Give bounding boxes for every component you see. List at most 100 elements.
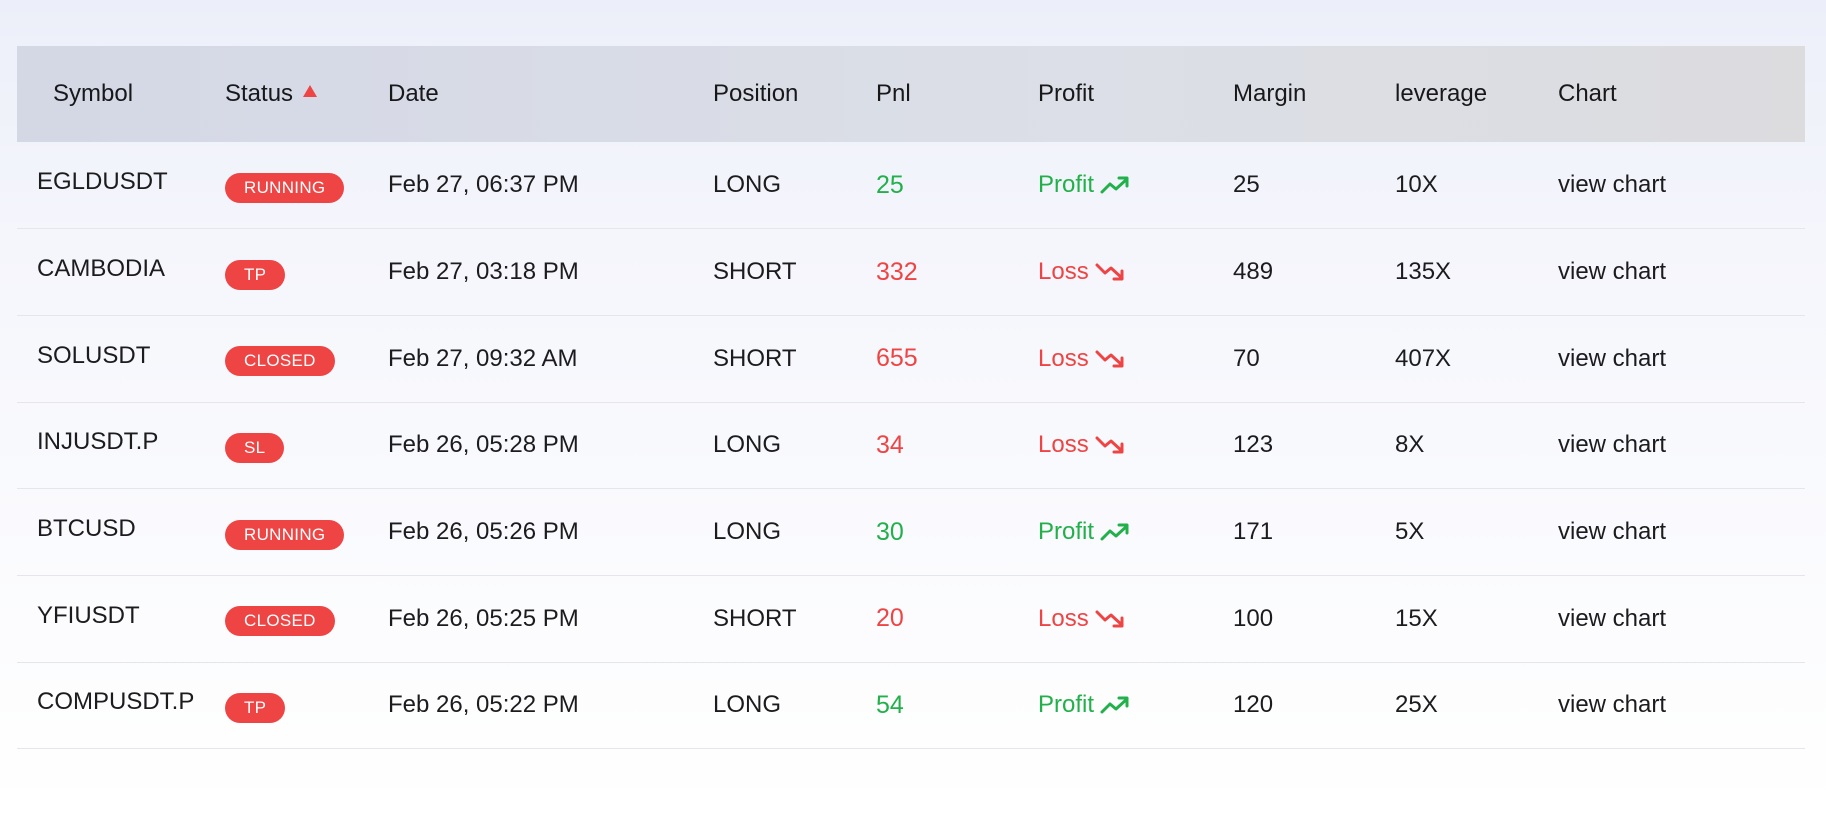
pnl-cell: 34: [876, 430, 904, 459]
profit-cell: Profit: [1038, 489, 1233, 576]
margin-cell: 100: [1233, 604, 1274, 632]
view-chart-link[interactable]: view chart: [1558, 604, 1667, 632]
view-chart-link[interactable]: view chart: [1558, 431, 1667, 459]
column-header-label: Pnl: [876, 80, 911, 107]
position-cell: SHORT: [713, 344, 797, 372]
leverage-cell: 5X: [1395, 518, 1425, 546]
trending-down-icon: [1095, 610, 1124, 628]
table-row: INJUSDT.P SL Feb 26, 05:28 PM LONG 34 Lo…: [17, 402, 1805, 489]
trending-up-icon: [1100, 523, 1129, 541]
margin-cell: 123: [1233, 431, 1274, 459]
leverage-cell: 135X: [1395, 258, 1452, 286]
trades-table: Symbol Status Date Position Pnl Profit M…: [17, 46, 1805, 749]
column-header-leverage[interactable]: leverage: [1395, 46, 1558, 142]
pnl-cell: 25: [876, 170, 904, 199]
symbol-cell: CAMBODIA: [37, 255, 166, 283]
profit-indicator: Loss: [1038, 431, 1125, 459]
status-badge: SL: [225, 432, 285, 463]
table-body: EGLDUSDT RUNNING Feb 27, 06:37 PM LONG 2…: [17, 142, 1805, 749]
profit-cell: Profit: [1038, 142, 1233, 229]
leverage-cell: 25X: [1395, 691, 1438, 719]
status-cell: RUNNING: [225, 142, 388, 229]
chart-cell: view chart: [1558, 229, 1805, 316]
profit-label: Loss: [1038, 344, 1089, 372]
sort-up-icon[interactable]: [303, 85, 318, 97]
profit-indicator: Profit: [1038, 691, 1130, 719]
column-header-date[interactable]: Date: [388, 46, 713, 142]
column-header-label: Chart: [1558, 80, 1617, 107]
status-badge: CLOSED: [225, 346, 335, 377]
status-badge: TP: [225, 692, 286, 723]
position-cell: LONG: [713, 691, 782, 719]
pnl-cell: 655: [876, 344, 918, 373]
column-header-position[interactable]: Position: [713, 46, 876, 142]
profit-indicator: Loss: [1038, 605, 1125, 633]
chart-cell: view chart: [1558, 575, 1805, 662]
position-cell: LONG: [713, 518, 782, 546]
profit-label: Profit: [1038, 518, 1095, 546]
position-cell: LONG: [713, 431, 782, 459]
trending-up-icon: [1100, 696, 1129, 714]
view-chart-link[interactable]: view chart: [1558, 344, 1667, 372]
table-row: CAMBODIA TP Feb 27, 03:18 PM SHORT 332 L…: [17, 229, 1805, 316]
date-cell: Feb 26, 05:28 PM: [388, 431, 579, 459]
status-cell: SL: [225, 402, 388, 489]
date-cell: Feb 26, 05:25 PM: [388, 604, 579, 632]
status-cell: RUNNING: [225, 489, 388, 576]
position-cell: LONG: [713, 171, 782, 199]
column-header-pnl[interactable]: Pnl: [876, 46, 1038, 142]
leverage-cell: 407X: [1395, 344, 1452, 372]
trending-down-icon: [1095, 350, 1124, 368]
view-chart-link[interactable]: view chart: [1558, 691, 1667, 719]
table-row: EGLDUSDT RUNNING Feb 27, 06:37 PM LONG 2…: [17, 142, 1805, 229]
column-header-label: Margin: [1233, 80, 1307, 107]
pnl-cell: 332: [876, 257, 918, 286]
margin-cell: 171: [1233, 518, 1274, 546]
profit-indicator: Profit: [1038, 518, 1130, 546]
status-cell: CLOSED: [225, 575, 388, 662]
status-badge: CLOSED: [225, 606, 335, 637]
table-row: COMPUSDT.P TP Feb 26, 05:22 PM LONG 54 P…: [17, 662, 1805, 749]
view-chart-link[interactable]: view chart: [1558, 518, 1667, 546]
column-header-symbol[interactable]: Symbol: [17, 46, 225, 142]
column-header-label: Symbol: [53, 80, 134, 107]
margin-cell: 25: [1233, 171, 1260, 199]
column-header-chart: Chart: [1558, 46, 1805, 142]
table-row: SOLUSDT CLOSED Feb 27, 09:32 AM SHORT 65…: [17, 315, 1805, 403]
pnl-cell: 54: [876, 690, 904, 719]
margin-cell: 489: [1233, 258, 1274, 286]
column-header-label: Position: [713, 80, 799, 107]
column-header-label: Date: [388, 80, 439, 107]
profit-cell: Loss: [1038, 315, 1233, 402]
column-header-profit[interactable]: Profit: [1038, 46, 1233, 142]
view-chart-link[interactable]: view chart: [1558, 258, 1667, 286]
chart-cell: view chart: [1558, 315, 1805, 402]
column-header-margin[interactable]: Margin: [1233, 46, 1395, 142]
symbol-cell: INJUSDT.P: [37, 428, 159, 456]
profit-cell: Profit: [1038, 662, 1233, 749]
profit-label: Loss: [1038, 604, 1089, 632]
status-badge: RUNNING: [225, 519, 345, 550]
leverage-cell: 8X: [1395, 431, 1425, 459]
symbol-cell: COMPUSDT.P: [37, 688, 195, 716]
position-cell: SHORT: [713, 604, 797, 632]
leverage-cell: 10X: [1395, 171, 1438, 199]
profit-cell: Loss: [1038, 229, 1233, 316]
date-cell: Feb 26, 05:22 PM: [388, 691, 579, 719]
column-header-status[interactable]: Status: [225, 46, 388, 142]
profit-cell: Loss: [1038, 575, 1233, 662]
chart-cell: view chart: [1558, 489, 1805, 576]
trending-down-icon: [1095, 436, 1124, 454]
table-header: Symbol Status Date Position Pnl Profit M…: [17, 46, 1805, 142]
trending-up-icon: [1100, 176, 1129, 194]
trending-down-icon: [1095, 263, 1124, 281]
symbol-cell: BTCUSD: [37, 515, 136, 543]
date-cell: Feb 27, 03:18 PM: [388, 258, 579, 286]
profit-label: Profit: [1038, 691, 1095, 719]
status-badge: TP: [225, 259, 286, 290]
status-cell: TP: [225, 229, 388, 316]
symbol-cell: YFIUSDT: [37, 601, 140, 629]
chart-cell: view chart: [1558, 142, 1805, 229]
view-chart-link[interactable]: view chart: [1558, 171, 1667, 199]
position-cell: SHORT: [713, 258, 797, 286]
